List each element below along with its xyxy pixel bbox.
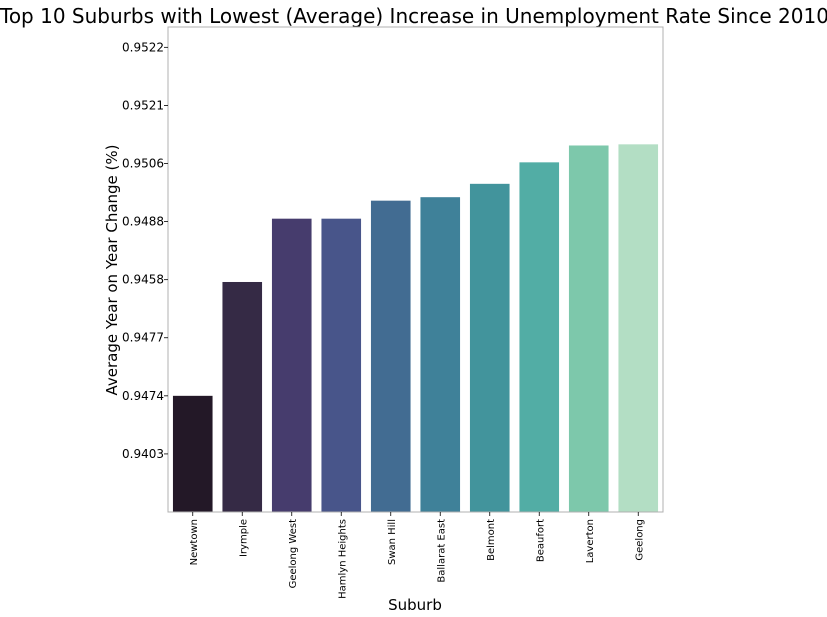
x-tick-label: Newtown <box>189 519 200 565</box>
bar-hamlyn-heights <box>321 218 362 512</box>
bars-layer <box>172 144 659 513</box>
chart-title: Top 10 Suburbs with Lowest (Average) Inc… <box>0 4 827 28</box>
y-tick-label: 0.9522 <box>122 40 164 54</box>
y-tick-label: 0.9474 <box>122 389 164 403</box>
x-tick-label: Geelong <box>634 519 645 561</box>
bar-ballarat-east <box>420 197 461 512</box>
x-tick-label: Hamlyn Heights <box>337 519 348 599</box>
y-tick-label: 0.9506 <box>122 156 164 170</box>
bar-geelong-west <box>271 218 312 512</box>
bar-irymple <box>222 281 263 512</box>
bar-swan-hill <box>370 200 411 513</box>
y-tick-label: 0.9521 <box>122 98 164 112</box>
y-axis: 0.9403 0.9474 0.9477 0.9458 0.9488 0.9506 0.95… <box>122 40 168 461</box>
y-tick-label: 0.9477 <box>122 331 164 345</box>
x-tick-label: Beaufort <box>535 519 546 562</box>
bar-newtown <box>172 395 213 512</box>
bar-beaufort <box>519 162 560 512</box>
x-tick-label: Irymple <box>238 519 249 557</box>
x-axis: Newtown Irymple Geelong West Hamlyn Heights… <box>189 512 645 599</box>
bar-laverton <box>568 145 609 513</box>
x-tick-label: Ballarat East <box>436 519 447 583</box>
y-tick-label: 0.9403 <box>122 447 164 461</box>
plot-frame <box>167 26 664 513</box>
x-tick-label: Geelong West <box>288 519 299 588</box>
bar-geelong <box>618 144 659 512</box>
x-tick-label: Belmont <box>486 519 497 561</box>
x-axis-label: Suburb <box>388 596 442 614</box>
x-tick-label: Laverton <box>585 519 596 563</box>
y-tick-label: 0.9488 <box>122 215 164 229</box>
y-tick-label: 0.9458 <box>122 273 164 287</box>
x-tick-label: Swan Hill <box>387 519 398 565</box>
bar-belmont <box>469 183 510 512</box>
y-axis-label: Average Year on Year Change (%) <box>103 144 121 395</box>
